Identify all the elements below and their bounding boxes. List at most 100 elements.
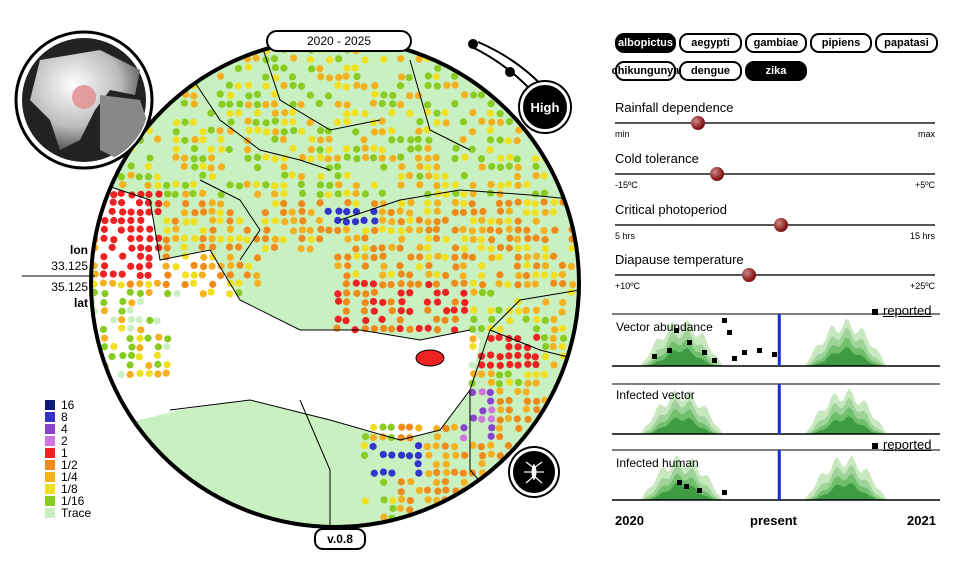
risk-cell: [515, 316, 523, 324]
species-button-albopictus[interactable]: albopictus: [615, 33, 676, 53]
slider-handle[interactable]: [742, 268, 757, 282]
risk-cell: [191, 234, 199, 243]
risk-cell: [216, 217, 224, 225]
risk-cell: [414, 144, 423, 152]
risk-cell: [441, 316, 449, 324]
risk-cell: [397, 478, 405, 486]
risk-cell: [334, 145, 342, 153]
risk-cell: [307, 235, 315, 243]
risk-cell: [352, 279, 360, 287]
risk-cell: [477, 324, 486, 333]
risk-cell: [217, 200, 225, 208]
risk-cell: [333, 154, 341, 162]
disease-button-zika[interactable]: zika: [745, 61, 807, 81]
risk-cell: [559, 414, 568, 422]
disease-button-dengue[interactable]: dengue: [679, 61, 742, 81]
risk-cell: [126, 288, 134, 296]
risk-cell: [496, 433, 504, 441]
risk-cell: [424, 144, 432, 152]
risk-cell: [416, 118, 424, 126]
risk-cell: [425, 514, 433, 522]
risk-cell: [164, 271, 172, 279]
slider-track[interactable]: [615, 173, 935, 175]
risk-cell: [317, 225, 325, 233]
risk-cell: [441, 288, 450, 296]
risk-cell: [154, 208, 162, 216]
risk-cell: [226, 100, 234, 108]
slider-track[interactable]: [615, 122, 935, 124]
risk-cell: [101, 217, 109, 225]
risk-cell: [334, 172, 342, 180]
risk-cell: [191, 136, 199, 144]
risk-cell: [415, 226, 424, 234]
risk-cell: [451, 100, 459, 108]
species-button-aegypti[interactable]: aegypti: [679, 33, 742, 53]
risk-cell: [405, 452, 414, 460]
slider-handle[interactable]: [710, 167, 725, 181]
risk-cell: [127, 162, 135, 170]
risk-cell: [208, 173, 217, 181]
species-button-gambiae[interactable]: gambiae: [745, 33, 807, 53]
risk-cell: [468, 325, 477, 333]
range-end-handle: [505, 67, 515, 77]
risk-cell: [524, 415, 532, 423]
risk-cell: [190, 155, 198, 163]
slider-handle[interactable]: [774, 218, 789, 232]
date-range-display[interactable]: 2020 - 2025: [266, 30, 412, 52]
reported-point: [702, 350, 707, 355]
risk-cell: [515, 126, 523, 134]
risk-cell: [191, 163, 199, 171]
risk-cell: [397, 135, 405, 144]
slider-min-label: min: [615, 129, 630, 139]
risk-cell: [199, 226, 207, 235]
risk-cell: [207, 126, 215, 134]
reported-point: [712, 358, 717, 363]
risk-cell: [488, 406, 496, 414]
species-button-papatasi[interactable]: papatasi: [875, 33, 938, 53]
risk-cell: [100, 225, 108, 233]
slider-handle[interactable]: [691, 116, 706, 130]
risk-cell: [307, 155, 315, 163]
slider-track[interactable]: [615, 274, 935, 276]
risk-cell: [425, 253, 433, 261]
risk-cell: [154, 343, 162, 351]
risk-cell: [568, 378, 576, 387]
risk-cell: [515, 289, 523, 297]
risk-cell: [145, 369, 153, 378]
globe-icon[interactable]: [14, 30, 154, 170]
risk-level-icon[interactable]: High: [520, 82, 570, 132]
time-series-charts[interactable]: [612, 300, 940, 510]
disease-button-chikungunya[interactable]: chikungunya: [612, 61, 679, 81]
risk-cell: [172, 128, 180, 136]
risk-cell: [380, 324, 388, 333]
risk-cell: [407, 253, 415, 261]
risk-cell: [270, 55, 279, 63]
reported-human-link[interactable]: reported: [872, 437, 931, 452]
risk-cell: [550, 433, 558, 441]
date-range-label: 2020 - 2025: [306, 34, 372, 48]
mosquito-icon[interactable]: [510, 448, 558, 496]
risk-cell: [397, 146, 405, 154]
risk-cell: [100, 234, 108, 242]
species-button-pipiens[interactable]: pipiens: [810, 33, 872, 53]
risk-cell: [469, 441, 477, 449]
risk-cell: [524, 371, 532, 379]
risk-cell: [569, 280, 577, 289]
risk-cell: [567, 262, 575, 271]
risk-cell: [524, 234, 532, 243]
risk-cell: [567, 199, 576, 207]
risk-cell: [289, 227, 298, 235]
risk-cell: [145, 261, 153, 269]
risk-cell: [145, 208, 153, 216]
risk-cell: [425, 261, 433, 270]
risk-cell: [397, 55, 405, 63]
risk-cell: [144, 334, 152, 342]
risk-cell: [479, 407, 487, 415]
reported-abundance-link[interactable]: reported: [872, 303, 931, 318]
risk-cell: [198, 144, 206, 152]
risk-cell: [540, 423, 548, 431]
risk-cell: [217, 135, 225, 144]
risk-cell: [478, 361, 486, 369]
risk-cell: [271, 190, 279, 198]
